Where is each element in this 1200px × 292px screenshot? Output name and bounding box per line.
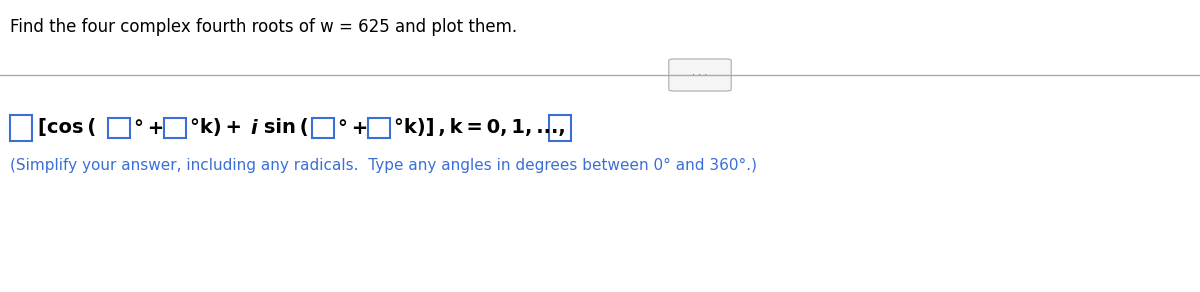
Text: i: i [250, 119, 257, 138]
Text: (Simplify your answer, including any radicals.  Type any angles in degrees betwe: (Simplify your answer, including any rad… [10, 158, 757, 173]
FancyBboxPatch shape [668, 59, 731, 91]
Text: Find the four complex fourth roots of w = 625 and plot them.: Find the four complex fourth roots of w … [10, 18, 517, 36]
FancyBboxPatch shape [10, 115, 32, 141]
Text: ° +: ° + [134, 119, 164, 138]
FancyBboxPatch shape [164, 118, 186, 138]
Text: [cos (: [cos ( [38, 119, 96, 138]
FancyBboxPatch shape [368, 118, 390, 138]
Text: °k) +: °k) + [190, 119, 246, 138]
Text: · · ·: · · · [692, 70, 708, 80]
FancyBboxPatch shape [108, 118, 130, 138]
Text: ° +: ° + [338, 119, 368, 138]
FancyBboxPatch shape [312, 118, 334, 138]
Text: sin (: sin ( [260, 119, 308, 138]
Text: °k)] , k = 0, 1, ...,: °k)] , k = 0, 1, ..., [394, 119, 565, 138]
FancyBboxPatch shape [550, 115, 571, 141]
